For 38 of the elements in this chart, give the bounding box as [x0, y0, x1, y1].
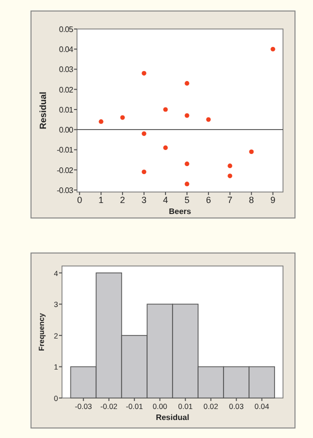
point — [184, 162, 190, 166]
point — [142, 70, 146, 76]
x-axis-title: Beers — [168, 207, 192, 216]
y-tick-label: -0.01 — [56, 146, 74, 155]
point — [206, 117, 211, 122]
x-tick-label: 8 — [248, 195, 254, 205]
y-tick-label: -0.02 — [56, 166, 74, 175]
y-tick-label: 0.00 — [59, 126, 74, 135]
point — [184, 113, 190, 118]
x-tick-label: 5 — [184, 195, 190, 205]
x-tick-label: 6 — [206, 195, 211, 205]
point — [228, 174, 232, 178]
y-tick-label: 0.05 — [59, 25, 74, 34]
point — [270, 46, 276, 52]
point — [163, 107, 168, 112]
y-tick-label: 0.03 — [59, 65, 74, 74]
point — [228, 164, 232, 168]
y-tick-label: 0.02 — [59, 85, 74, 94]
point — [184, 81, 190, 86]
x-tick-label: 9 — [270, 195, 276, 205]
x-tick-label: 7 — [227, 195, 232, 205]
x-tick-label: 3 — [142, 195, 147, 205]
x-tick-label: 4 — [162, 195, 168, 205]
point — [142, 170, 146, 174]
point — [249, 149, 254, 154]
y-tick-label: 0.04 — [59, 45, 74, 54]
x-tick-label: 0 — [77, 195, 82, 205]
x-tick-label: 1 — [98, 195, 104, 205]
point — [98, 119, 104, 124]
y-tick-label: -0.03 — [56, 186, 74, 195]
x-tick-label: 2 — [120, 195, 126, 205]
point — [163, 145, 168, 150]
y-axis-title: Residual — [38, 92, 48, 130]
x-axis-title: Residual — [156, 413, 190, 422]
point — [120, 115, 125, 120]
y-tick-label: 0.01 — [59, 105, 74, 114]
point — [184, 182, 190, 186]
point — [142, 131, 146, 136]
